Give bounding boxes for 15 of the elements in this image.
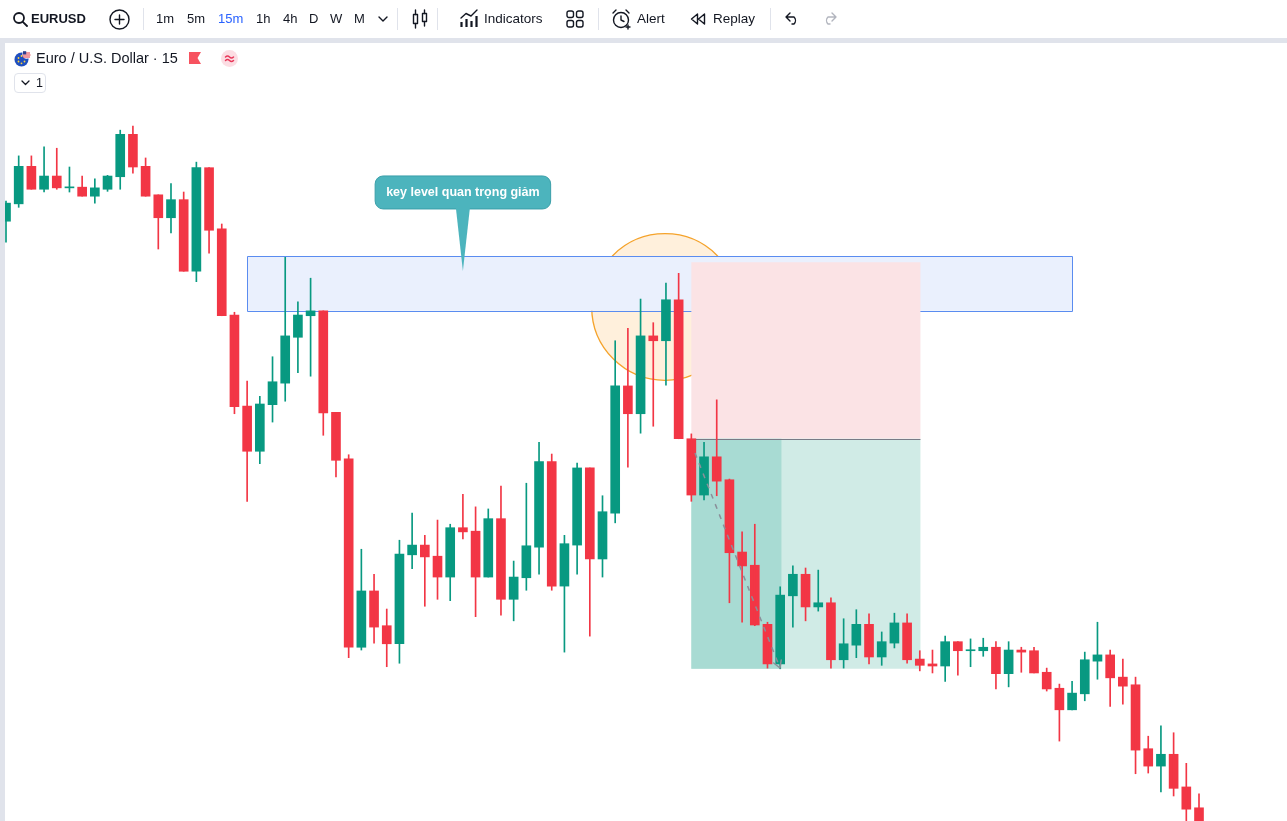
text: 5m: [187, 10, 206, 28]
text: 4h: [283, 10, 298, 28]
text: W: [330, 10, 343, 28]
text: 1h: [256, 10, 271, 28]
text: Replay: [713, 10, 756, 28]
band-label: key level quan trọng giảm: [386, 185, 540, 200]
text: Indicators: [484, 10, 543, 28]
text: M: [354, 10, 365, 28]
text: EURUSD: [31, 10, 86, 28]
chart-title: Euro / U.S. Dollar · 15: [36, 50, 178, 66]
collapse-button: 1: [14, 73, 46, 93]
text: 1m: [156, 10, 175, 28]
text: D: [309, 10, 319, 28]
text: Alert: [637, 10, 665, 28]
text: 15m: [218, 10, 244, 28]
